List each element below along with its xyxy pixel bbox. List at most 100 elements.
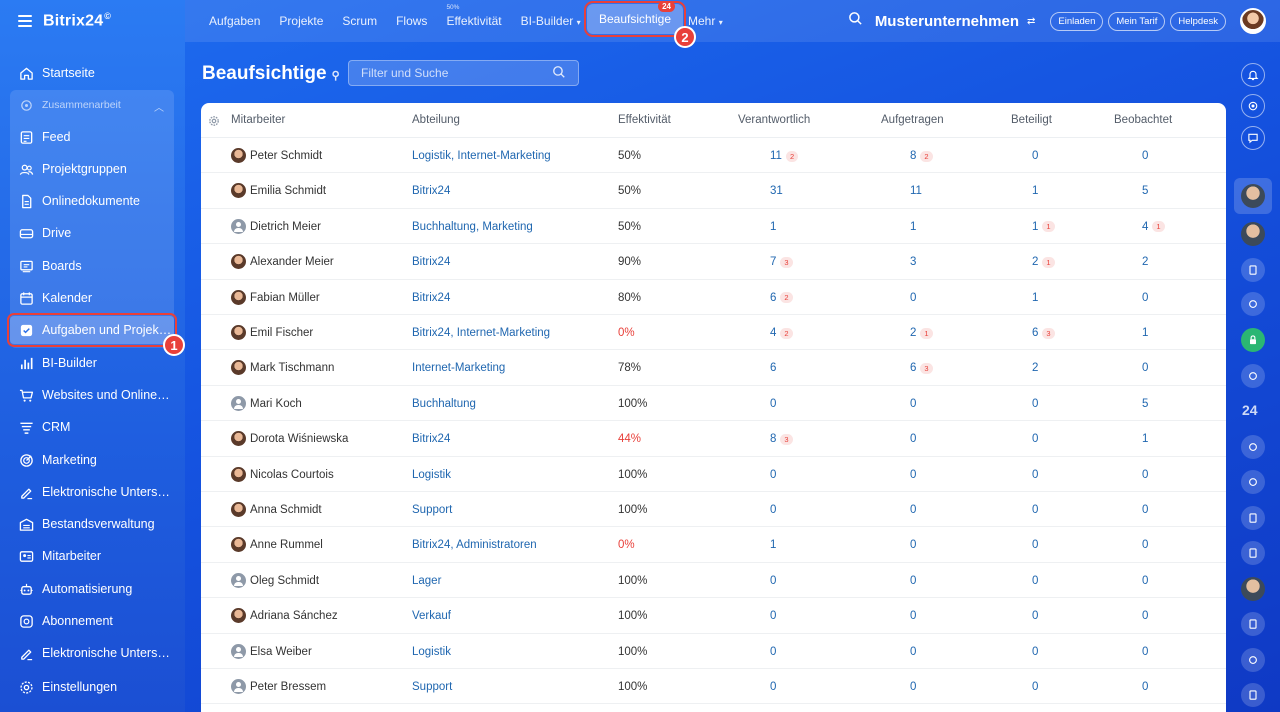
count-aufgetragen[interactable]: 0 — [910, 681, 916, 693]
chevron-up-icon[interactable]: ︿ — [154, 103, 164, 114]
sidebar-item-onlinedokumente[interactable]: Onlinedokumente — [10, 187, 174, 215]
sidebar-item-aufgaben-und-projekte[interactable]: Aufgaben und Projek… — [7, 313, 177, 347]
sidebar-item-drive[interactable]: Drive — [10, 219, 174, 247]
count-aufgetragen[interactable]: 0 — [910, 575, 916, 587]
count-verantwortlich[interactable]: 0 — [770, 398, 776, 410]
copilot-chat-icon[interactable] — [1241, 648, 1265, 672]
count-beobachtet[interactable]: 0 — [1142, 469, 1148, 481]
count-beteiligt[interactable]: 1 — [1032, 292, 1038, 304]
employee-name[interactable]: Mark Tischmann — [250, 362, 335, 375]
copilot-chat-icon[interactable] — [1241, 364, 1265, 388]
count-beobachtet[interactable]: 5 — [1142, 185, 1148, 197]
employee-avatar[interactable] — [231, 537, 246, 553]
count-beobachtet[interactable]: 0 — [1142, 150, 1148, 162]
lock-icon[interactable] — [1241, 328, 1265, 352]
count-verantwortlich[interactable]: 1 — [770, 539, 776, 551]
count-beobachtet[interactable]: 0 — [1142, 681, 1148, 693]
department-link[interactable]: Support — [412, 681, 453, 693]
count-aufgetragen[interactable]: 0 — [910, 433, 916, 445]
count-beteiligt[interactable]: 0 — [1032, 681, 1038, 693]
department-link[interactable]: Bitrix24 — [412, 256, 451, 269]
employee-name[interactable]: Emilia Schmidt — [250, 185, 327, 198]
helpdesk-button[interactable]: Helpdesk — [1170, 11, 1226, 31]
department-link[interactable]: Bitrix24, Administratoren — [412, 539, 537, 552]
sidebar-item-marketing[interactable]: Marketing — [10, 446, 174, 474]
sidebar-item-websites[interactable]: Websites und Onlines… — [10, 381, 174, 409]
count-verantwortlich[interactable]: 0 — [770, 646, 776, 658]
sidebar-item-bi-builder[interactable]: BI-Builder — [10, 349, 174, 377]
contact-avatar[interactable] — [1241, 184, 1265, 208]
copilot-chat-icon[interactable] — [1241, 470, 1265, 494]
sidebar-item-projektgruppen[interactable]: Projektgruppen — [10, 155, 174, 183]
count-beteiligt[interactable]: 0 — [1032, 539, 1038, 551]
sidebar-item-boards[interactable]: Boards — [10, 252, 174, 280]
employee-avatar[interactable] — [231, 218, 246, 234]
employee-avatar[interactable] — [231, 572, 246, 588]
switch-company-icon[interactable]: ⇄ — [1027, 15, 1036, 27]
count-beteiligt[interactable]: 0 — [1032, 575, 1038, 587]
sidebar-item-crm[interactable]: CRM — [10, 413, 174, 441]
count-verantwortlich[interactable]: 0 — [770, 469, 776, 481]
employee-name[interactable]: Oleg Schmidt — [250, 574, 320, 587]
employee-name[interactable]: Elsa Weiber — [250, 645, 312, 658]
count-beteiligt[interactable]: 0 — [1032, 610, 1038, 622]
copilot-chat-icon[interactable] — [1241, 435, 1265, 459]
count-beobachtet[interactable]: 5 — [1142, 398, 1148, 410]
employee-avatar[interactable] — [231, 643, 246, 659]
department-link[interactable]: Logistik — [412, 645, 451, 658]
department-link[interactable]: Bitrix24 — [412, 185, 451, 198]
count-aufgetragen[interactable]: 11 — [910, 185, 922, 197]
count-verantwortlich[interactable]: 0 — [770, 610, 776, 622]
count-beteiligt[interactable]: 2 — [1032, 362, 1038, 374]
sidebar-group-header[interactable]: Zusammenarbeit ︿ — [10, 91, 174, 119]
count-beteiligt[interactable]: 0 — [1032, 150, 1038, 162]
department-link[interactable]: Bitrix24 — [412, 433, 451, 446]
count-aufgetragen[interactable]: 0 — [910, 398, 916, 410]
count-aufgetragen[interactable]: 0 — [910, 292, 916, 304]
count-verantwortlich[interactable]: 31 — [770, 185, 783, 197]
tab-flows[interactable]: Flows — [396, 14, 428, 28]
employee-name[interactable]: Nicolas Courtois — [250, 468, 334, 481]
my-plan-button[interactable]: Mein Tarif — [1108, 11, 1166, 31]
employee-name[interactable]: Emil Fischer — [250, 327, 314, 339]
department-link[interactable]: Verkauf — [412, 610, 451, 623]
count-verantwortlich[interactable]: 0 — [770, 504, 776, 516]
column-header-aufgetragen[interactable]: Aufgetragen — [881, 114, 944, 126]
count-aufgetragen[interactable]: 0 — [910, 610, 916, 622]
employee-avatar[interactable] — [231, 431, 246, 447]
sidebar-item-startseite[interactable]: Startseite — [10, 59, 174, 87]
sidebar-item-einstellungen[interactable]: Einstellungen — [10, 673, 174, 701]
sidebar-item-automatisierung[interactable]: Automatisierung — [10, 575, 174, 603]
count-aufgetragen[interactable]: 0 — [910, 504, 916, 516]
count-aufgetragen[interactable]: 0 — [910, 646, 916, 658]
department-link[interactable]: Buchhaltung — [412, 397, 476, 410]
sidebar-item-mitarbeiter[interactable]: Mitarbeiter — [10, 542, 174, 570]
document-chat-icon[interactable] — [1241, 541, 1265, 565]
department-link[interactable]: Support — [412, 504, 453, 516]
employee-name[interactable]: Peter Bressem — [250, 681, 327, 693]
tab-aufgaben[interactable]: Aufgaben — [209, 14, 261, 28]
copilot-chat-icon[interactable] — [1241, 292, 1265, 316]
employee-name[interactable]: Peter Schmidt — [250, 150, 323, 162]
count-beteiligt[interactable]: 0 — [1032, 433, 1038, 445]
employee-name[interactable]: Alexander Meier — [250, 256, 334, 269]
bitrix24-logo[interactable]: Bitrix24© — [43, 11, 111, 30]
count-aufgetragen[interactable]: 1 — [910, 221, 916, 233]
department-link[interactable]: Lager — [412, 574, 442, 587]
count-beteiligt[interactable]: 0 — [1032, 504, 1038, 516]
tab-beaufsichtige[interactable]: Beaufsichtige 24 — [584, 1, 686, 37]
count-beobachtet[interactable]: 0 — [1142, 575, 1148, 587]
count-verantwortlich[interactable]: 0 — [770, 575, 776, 587]
column-header-verantwortlich[interactable]: Verantwortlich — [738, 114, 811, 126]
count-beobachtet[interactable]: 0 — [1142, 292, 1148, 304]
document-chat-icon[interactable] — [1241, 683, 1265, 707]
contact-avatar[interactable] — [1241, 577, 1265, 601]
count-beobachtet[interactable]: 0 — [1142, 610, 1148, 622]
